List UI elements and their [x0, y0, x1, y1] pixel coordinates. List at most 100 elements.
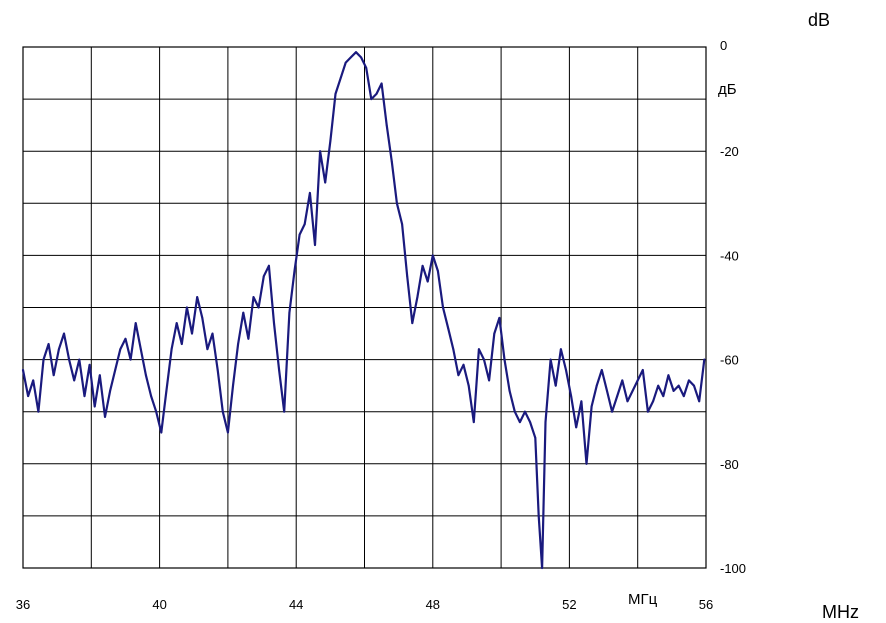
spectrum-trace-point: [431, 254, 434, 257]
spectrum-trace-point: [247, 337, 250, 340]
x-tick-label: 52: [562, 597, 576, 612]
spectrum-trace-point: [293, 270, 296, 272]
spectrum-trace-point: [541, 567, 543, 569]
x-tick-label: 44: [289, 597, 303, 612]
spectrum-trace-point: [63, 332, 65, 335]
spectrum-trace-point: [78, 358, 81, 361]
spectrum-trace-point: [478, 348, 480, 351]
x-tick-label: 40: [152, 597, 166, 612]
spectrum-trace-point: [93, 405, 96, 408]
y-tick-label: -40: [720, 248, 739, 263]
spectrum-trace-point: [672, 389, 675, 392]
spectrum-trace-point: [319, 150, 322, 153]
spectrum-trace-point: [585, 462, 588, 465]
spectrum-trace-point: [508, 389, 511, 392]
spectrum-trace-point: [380, 82, 383, 85]
spectrum-trace-point: [196, 296, 199, 298]
spectrum-trace-point: [365, 66, 368, 69]
spectrum-trace-point: [565, 369, 567, 371]
spectrum-trace-point: [595, 384, 598, 387]
spectrum-trace-point: [580, 400, 583, 403]
spectrum-trace-point: [503, 358, 506, 361]
spectrum-trace-point: [88, 363, 91, 366]
spectrum-trace-point: [119, 348, 122, 351]
spectrum-trace-point: [252, 296, 255, 298]
y-tick-label: -100: [720, 561, 746, 576]
spectrum-trace-point: [416, 296, 419, 298]
spectrum-trace-point: [483, 358, 485, 361]
spectrum-trace-point: [303, 223, 306, 226]
spectrum-trace-point: [308, 191, 311, 194]
spectrum-trace-point: [626, 400, 629, 403]
spectrum-trace-point: [273, 322, 275, 325]
spectrum-trace-point: [641, 369, 644, 371]
y-tick-label: 0: [720, 38, 727, 53]
spectrum-trace-line: [21, 51, 706, 570]
spectrum-trace-point: [344, 61, 347, 64]
spectrum-trace-point: [206, 348, 209, 351]
spectrum-trace-point: [682, 395, 685, 397]
spectrum-trace-point: [283, 410, 286, 413]
spectrum-trace-point: [150, 395, 152, 397]
spectrum-trace-point: [216, 369, 219, 371]
y-tick-label: -20: [720, 144, 739, 159]
spectrum-trace-point: [636, 379, 639, 382]
spectrum-trace-point: [442, 306, 444, 309]
spectrum-trace-point: [462, 363, 465, 366]
spectrum-trace-point: [667, 374, 670, 377]
x-tick-label: 36: [16, 597, 30, 612]
spectrum-trace-point: [211, 332, 214, 335]
spectrum-trace-point: [693, 384, 695, 387]
spectrum-trace-point: [616, 395, 619, 397]
spectrum-trace-point: [22, 369, 24, 371]
spectrum-trace-point: [529, 421, 532, 424]
spectrum-trace-point: [314, 244, 316, 246]
spectrum-trace-point: [201, 317, 204, 319]
spectrum-trace-point: [652, 400, 654, 403]
spectrum-trace-point: [114, 369, 117, 371]
spectrum-trace-point: [262, 275, 265, 278]
spectrum-trace-point: [452, 348, 455, 351]
spectrum-trace-point: [370, 98, 373, 100]
spectrum-trace-point: [401, 223, 403, 226]
spectrum-trace-point: [703, 358, 706, 361]
spectrum-trace-point: [606, 389, 608, 392]
spectrum-trace-point: [631, 389, 634, 392]
spectrum-trace-point: [647, 410, 649, 413]
spectrum-trace-point: [47, 343, 50, 345]
chart-grid: [23, 47, 706, 568]
spectrum-trace-point: [37, 410, 40, 413]
trace-layer: [21, 51, 706, 570]
spectrum-trace-point: [472, 421, 475, 424]
spectrum-trace-point: [221, 410, 224, 413]
spectrum-trace-point: [570, 395, 573, 397]
spectrum-trace-point: [355, 51, 357, 54]
x-tick-label: 48: [426, 597, 440, 612]
spectrum-trace-point: [334, 92, 337, 95]
x-tick-label: 56: [699, 597, 713, 612]
spectrum-trace-point: [267, 264, 270, 267]
spectrum-trace-point: [145, 374, 147, 377]
spectrum-trace-point: [554, 384, 557, 387]
spectrum-trace-point: [180, 343, 183, 345]
spectrum-trace-point: [232, 384, 234, 387]
spectrum-trace-point: [621, 379, 624, 382]
spectrum-trace-point: [518, 421, 521, 424]
y-tick-labels: 0 -20 -40 -60 -80 -100: [720, 38, 746, 576]
spectrum-trace-point: [324, 181, 327, 184]
spectrum-trace-point: [559, 348, 562, 351]
spectrum-trace-point: [109, 389, 111, 392]
spectrum-trace-point: [175, 322, 178, 325]
y-tick-label: -60: [720, 353, 739, 368]
spectrum-trace-point: [467, 384, 470, 387]
spectrum-trace-point: [237, 343, 240, 345]
x-axis-label-english: MHz: [822, 602, 859, 622]
spectrum-trace-point: [349, 56, 352, 59]
spectrum-trace-point: [426, 280, 429, 283]
spectrum-trace-point: [278, 369, 281, 371]
spectrum-trace-point: [549, 358, 552, 361]
spectrum-trace-point: [298, 233, 301, 236]
y-axis-unit-label: дБ: [718, 81, 737, 98]
spectrum-trace-point: [375, 92, 378, 95]
